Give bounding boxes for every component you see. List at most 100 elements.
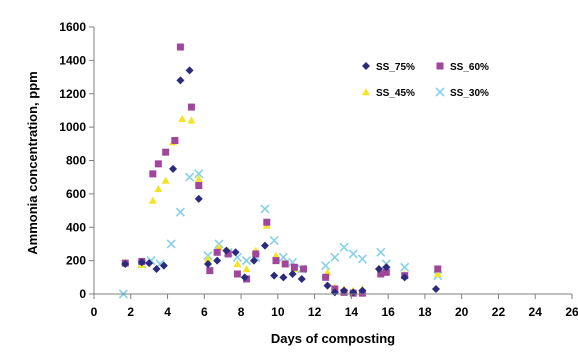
x-tick-label: 2 [127,305,134,319]
data-point [203,259,212,268]
data-point [213,248,221,256]
data-point [288,269,297,278]
y-tick-label: 800 [66,154,86,168]
data-point [213,256,222,265]
data-point [187,116,196,124]
legend-label: SS_30% [450,88,489,99]
data-point [231,248,240,257]
data-point [272,251,281,259]
y-tick-label: 1600 [59,20,86,34]
data-point [224,250,232,258]
data-point [242,264,251,273]
legend-marker [362,88,370,96]
data-point [434,265,442,273]
x-tick-label: 4 [164,305,171,319]
legend-item: SS_60% [436,62,489,73]
data-point [400,273,409,282]
data-point [323,281,332,290]
data-point [330,252,340,262]
data-point [215,243,224,251]
x-axis-title: Days of composting [271,331,395,346]
data-point [348,249,358,259]
x-tick-label: 26 [565,305,578,319]
legend-item: SS_45% [362,88,415,99]
data-point [176,76,185,85]
data-point [270,271,279,280]
data-point [161,176,170,184]
data-point [194,169,204,179]
data-point [194,194,203,203]
data-point [203,254,212,263]
data-point [260,204,270,214]
legend-item: SS_75% [362,62,415,73]
y-tick-label: 1000 [59,120,86,134]
data-point [154,160,162,168]
data-point [377,270,385,278]
data-point [171,136,179,144]
series-x-points [118,169,443,299]
x-tick-label: 18 [418,305,432,319]
data-points-layer [118,43,443,299]
legend-marker [436,62,444,70]
x-tick-label: 8 [238,305,245,319]
data-point [281,260,289,268]
data-point [185,66,194,75]
legend-item: SS_30% [435,87,489,99]
data-point [175,207,185,217]
x-tick-label: 10 [271,305,285,319]
data-point [240,273,249,282]
data-point [376,247,386,257]
data-point [233,270,241,278]
data-point [358,286,367,295]
x-tick-label: 24 [529,305,543,319]
x-tick-label: 6 [201,305,208,319]
data-point [242,256,252,266]
axes-layer [89,26,573,299]
x-tick-label: 20 [455,305,469,319]
data-point [322,273,330,281]
data-point [400,262,410,272]
legend: SS_75% SS_60% SS_45% SS_30% [362,62,489,99]
data-point [152,264,161,273]
data-point [269,236,279,246]
x-tick-label: 16 [381,305,395,319]
data-point [121,259,130,268]
data-point [300,265,308,273]
y-tick-label: 400 [66,220,86,234]
data-point [252,250,260,258]
data-point [169,164,178,173]
data-point [222,246,231,255]
data-point [382,268,390,276]
y-tick-label: 1200 [59,87,86,101]
legend-label: SS_60% [450,62,489,73]
y-tick-label: 1400 [59,53,86,67]
data-point [290,263,298,271]
data-point [278,252,288,262]
series-diamond-points [121,66,440,297]
x-tick-label: 0 [91,305,98,319]
y-tick-label: 600 [66,187,86,201]
data-point [185,172,195,182]
data-point [323,268,332,276]
data-point [260,241,269,250]
x-tick-label: 14 [345,305,359,319]
data-point [206,267,214,275]
data-point [340,286,349,295]
data-point [187,103,195,111]
legend-marker [435,87,445,97]
data-point [233,259,242,268]
data-point [321,261,331,271]
data-point [154,184,163,193]
data-point [272,257,280,265]
data-point [137,258,146,267]
legend-label: SS_45% [376,88,415,99]
data-point [297,274,306,283]
data-point [148,196,157,204]
data-point [195,182,203,190]
data-point [279,273,288,282]
y-tick-label: 0 [79,287,86,301]
legend-marker [362,62,370,70]
data-point [145,259,154,268]
legend-label: SS_75% [376,62,415,73]
